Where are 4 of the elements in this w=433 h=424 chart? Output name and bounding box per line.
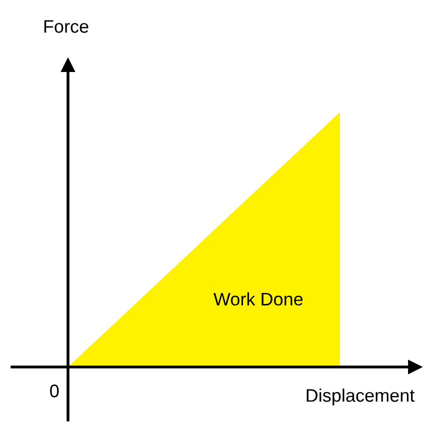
text: 0 [50, 384, 59, 398]
x-axis-title: Displacement [306, 388, 415, 406]
annotation: Work Done [213, 292, 303, 306]
y-axis-title: Force [44, 20, 88, 33]
